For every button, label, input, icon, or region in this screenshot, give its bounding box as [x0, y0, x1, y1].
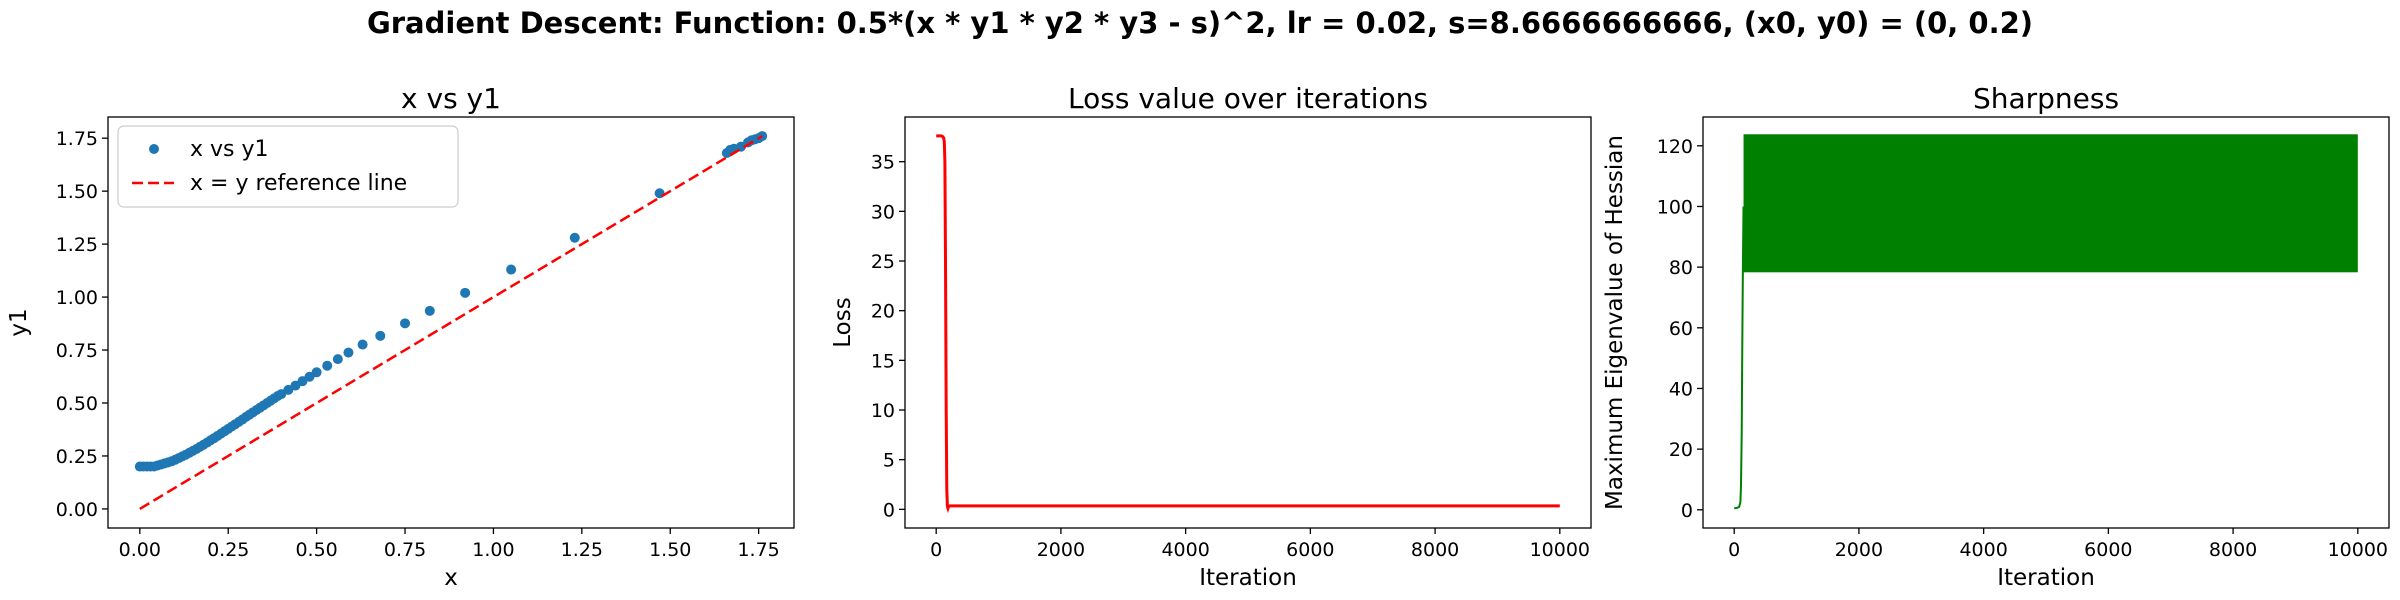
- scatter-point: [332, 354, 343, 365]
- legend-label: x = y reference line: [190, 171, 407, 196]
- x-tick-label: 10000: [1530, 539, 1590, 561]
- scatter-point: [343, 347, 354, 358]
- x-tick-label: 0.00: [119, 539, 161, 561]
- scatter-point: [375, 330, 386, 341]
- chart-panel-1: 0.00 0.25 0.50 0.75 1.00 1.25 1.50 1.75 0.00 0.25…: [6, 82, 795, 591]
- sharpness-line: [1734, 206, 1745, 510]
- x-tick-label: 6000: [2084, 539, 2132, 561]
- y-tick-label: 20: [871, 301, 895, 323]
- x-axis-label: Iteration: [1199, 565, 1297, 591]
- y-axis-label: y1: [6, 308, 32, 336]
- x-tick-label: 10000: [2328, 539, 2388, 561]
- scatter-point: [506, 264, 517, 275]
- plot-area: [1734, 134, 2358, 510]
- y-axis-label: Maximum Eigenvalue of Hessian: [1602, 135, 1628, 510]
- scatter-point: [311, 367, 322, 378]
- y-tick-label: 15: [871, 350, 895, 372]
- x-axis-label: Iteration: [1997, 565, 2095, 591]
- y-tick-label: 40: [1669, 378, 1693, 400]
- y-tick-label: 0: [1681, 500, 1693, 522]
- chart-title: Sharpness: [1973, 82, 2119, 115]
- x-tick-label: 8000: [1411, 539, 1459, 561]
- chart-title: Loss value over iterations: [1068, 82, 1428, 115]
- legend-label: x vs y1: [190, 137, 269, 162]
- y-tick-label: 0.75: [56, 340, 98, 362]
- reference-line: [139, 135, 763, 510]
- x-tick-label: 6000: [1286, 539, 1334, 561]
- axes-frame: [107, 116, 795, 529]
- axes-frame: [1702, 116, 2390, 529]
- y-tick-label: 1.25: [56, 234, 98, 256]
- y-tick-label: 60: [1669, 318, 1693, 340]
- figure-suptitle: Gradient Descent: Function: 0.5*(x * y1 …: [366, 6, 2034, 40]
- x-tick-label: 0.25: [207, 539, 249, 561]
- x-tick-label: 4000: [1959, 539, 2007, 561]
- y-tick-label: 0: [883, 499, 895, 521]
- x-tick-label: 1.50: [649, 539, 691, 561]
- sharpness-oscillation-band: [1743, 134, 2358, 273]
- y-tick-label: 1.00: [56, 287, 98, 309]
- x-tick-label: 4000: [1161, 539, 1209, 561]
- chart-title: x vs y1: [401, 82, 501, 115]
- x-tick-label: 0.75: [384, 539, 426, 561]
- plot-area: [936, 134, 1560, 514]
- y-tick-label: 0.00: [56, 499, 98, 521]
- y-tick-label: 25: [871, 251, 895, 273]
- y-tick-label: 1.50: [56, 181, 98, 203]
- legend: x vs y1 x = y reference line: [117, 125, 459, 208]
- x-tick-label: 0: [930, 539, 942, 561]
- legend-marker-scatter: [149, 144, 159, 154]
- scatter-point: [322, 360, 333, 371]
- scatter-point: [357, 339, 368, 350]
- x-tick-label: 2000: [1835, 539, 1883, 561]
- y-tick-label: 0.25: [56, 446, 98, 468]
- axes-frame: [904, 116, 1592, 529]
- x-tick-label: 1.75: [737, 539, 779, 561]
- scatter-point: [460, 287, 471, 298]
- y-tick-label: 1.75: [56, 128, 98, 150]
- x-tick-label: 8000: [2209, 539, 2257, 561]
- chart-panel-2: 0 2000 4000 6000 8000 10000 0 5 10 15 20 25 30 35 Loss…: [830, 82, 1592, 591]
- scatter-point: [400, 318, 411, 329]
- loss-line: [936, 134, 1560, 514]
- scatter-point: [569, 232, 580, 243]
- x-tick-label: 0: [1728, 539, 1740, 561]
- plot-area: [134, 131, 768, 510]
- y-tick-label: 10: [871, 400, 895, 422]
- x-axis-label: x: [444, 565, 458, 591]
- legend-box: [117, 125, 459, 208]
- x-tick-label: 1.00: [472, 539, 514, 561]
- y-tick-label: 30: [871, 201, 895, 223]
- y-tick-label: 100: [1657, 196, 1693, 218]
- y-tick-label: 80: [1669, 257, 1693, 279]
- y-tick-label: 5: [883, 450, 895, 472]
- x-tick-label: 1.25: [561, 539, 603, 561]
- y-axis-label: Loss: [830, 297, 856, 347]
- scatter-point: [424, 305, 435, 316]
- x-tick-label: 2000: [1037, 539, 1085, 561]
- y-tick-label: 120: [1657, 136, 1693, 158]
- chart-panel-3: 0 2000 4000 6000 8000 10000 0 20 40 60 80 100 120 Sha…: [1602, 82, 2390, 591]
- y-tick-label: 0.50: [56, 393, 98, 415]
- x-tick-label: 0.50: [295, 539, 337, 561]
- y-tick-label: 35: [871, 152, 895, 174]
- y-tick-label: 20: [1669, 439, 1693, 461]
